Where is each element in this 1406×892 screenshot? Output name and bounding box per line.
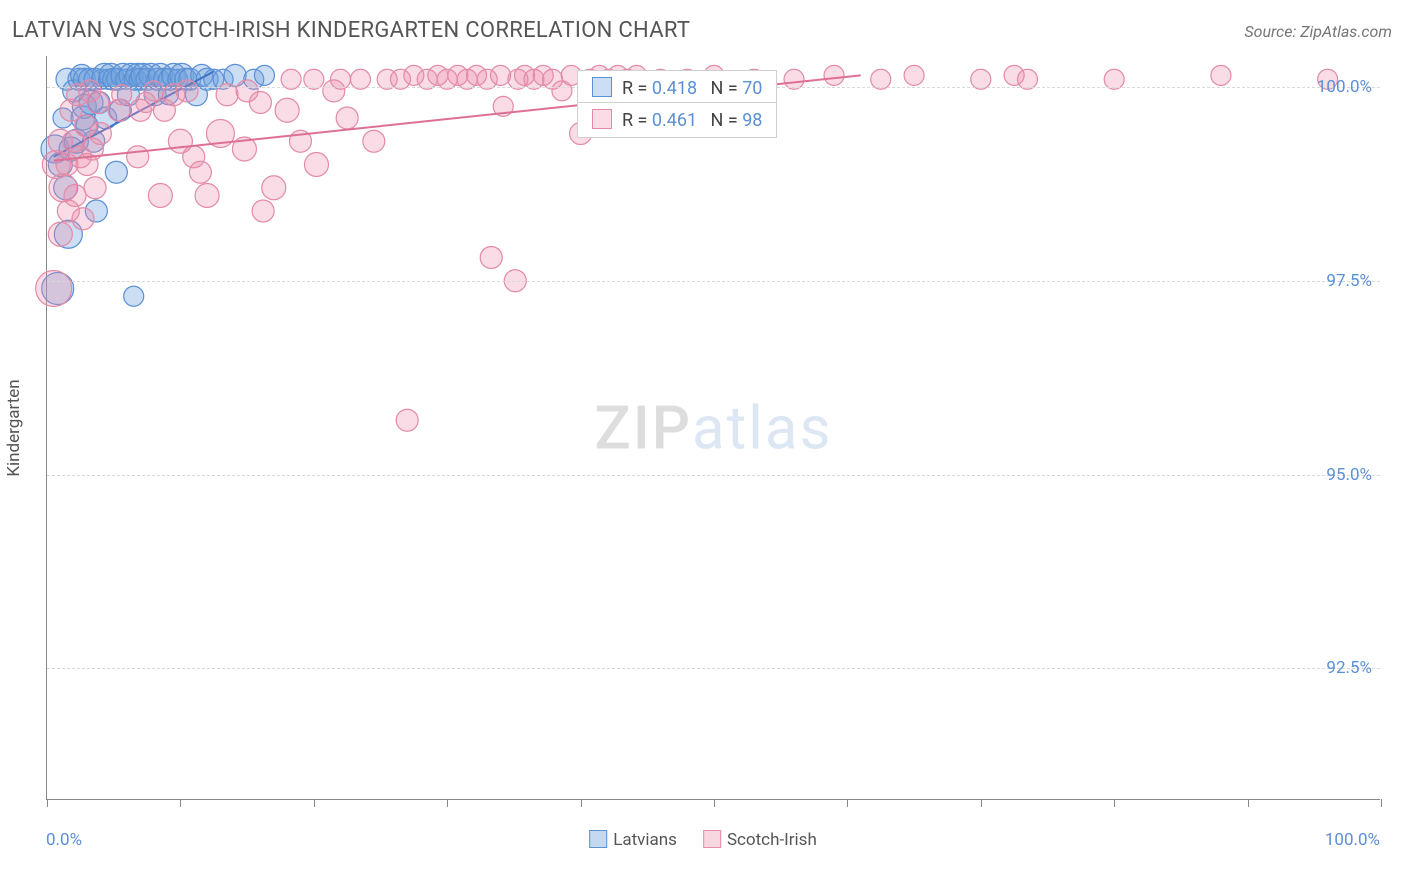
scatter-point	[252, 200, 274, 222]
scatter-point	[127, 146, 149, 168]
scatter-point	[491, 65, 511, 85]
scatter-point	[396, 409, 418, 431]
scatter-point	[254, 65, 274, 85]
scatter-point	[1211, 65, 1231, 85]
x-tick	[47, 799, 48, 807]
stat-legend-row: R = 0.418 N = 70	[577, 70, 777, 106]
bottom-legend-item: Scotch-Irish	[703, 830, 817, 850]
x-tick	[1248, 799, 1249, 807]
scatter-point	[363, 130, 385, 152]
scatter-point	[72, 208, 94, 230]
x-tick	[447, 799, 448, 807]
n-label: N =	[711, 78, 743, 99]
scatter-point	[824, 65, 844, 85]
x-tick	[1114, 799, 1115, 807]
scatter-point	[36, 271, 72, 307]
r-label: R =	[622, 78, 652, 99]
y-axis-title: Kindergarten	[4, 379, 24, 476]
plot-svg	[47, 56, 1380, 799]
y-tick-label: 97.5%	[1326, 271, 1372, 291]
legend-swatch	[589, 830, 607, 848]
gridline	[47, 668, 1380, 669]
x-axis-max-label: 100.0%	[1325, 830, 1380, 850]
legend-label: Scotch-Irish	[727, 830, 817, 850]
scatter-point	[48, 222, 72, 246]
scatter-point	[189, 161, 211, 183]
bottom-legend-item: Latvians	[589, 830, 677, 850]
scatter-point	[124, 286, 144, 306]
scatter-point	[148, 184, 172, 208]
scatter-point	[84, 177, 106, 199]
x-tick	[180, 799, 181, 807]
chart-container: LATVIAN VS SCOTCH-IRISH KINDERGARTEN COR…	[0, 0, 1406, 892]
scatter-point	[336, 107, 358, 129]
x-tick	[981, 799, 982, 807]
gridline	[47, 281, 1380, 282]
bottom-legend: Latvians Scotch-Irish	[589, 830, 817, 850]
scatter-point	[275, 98, 299, 122]
x-tick	[847, 799, 848, 807]
x-axis-min-label: 0.0%	[46, 830, 82, 850]
n-value: 70	[742, 78, 762, 99]
scatter-point	[64, 185, 86, 207]
scatter-point	[480, 247, 502, 269]
n-label: N =	[711, 110, 743, 131]
chart-title: LATVIAN VS SCOTCH-IRISH KINDERGARTEN COR…	[12, 18, 690, 43]
scatter-point	[89, 123, 111, 145]
legend-swatch	[592, 77, 612, 97]
plot-area: ZIPatlas 100.0%97.5%95.0%92.5%R = 0.418 …	[46, 56, 1380, 800]
scatter-point	[105, 161, 127, 183]
y-tick-label: 100.0%	[1317, 77, 1372, 97]
y-tick-label: 92.5%	[1326, 658, 1372, 678]
scatter-point	[144, 81, 164, 101]
gridline	[47, 475, 1380, 476]
r-label: R =	[622, 110, 652, 131]
legend-swatch	[592, 109, 612, 129]
scatter-point	[176, 80, 198, 102]
scatter-point	[262, 176, 286, 200]
scatter-point	[249, 92, 271, 114]
scatter-point	[195, 184, 219, 208]
scatter-point	[304, 153, 328, 177]
r-value: 0.418	[652, 78, 697, 99]
stat-legend-row: R = 0.461 N = 98	[577, 102, 777, 138]
r-value: 0.461	[652, 110, 697, 131]
scatter-point	[87, 92, 109, 114]
y-tick-label: 95.0%	[1326, 465, 1372, 485]
x-tick	[314, 799, 315, 807]
x-tick	[581, 799, 582, 807]
n-value: 98	[742, 110, 762, 131]
legend-swatch	[703, 830, 721, 848]
x-tick	[714, 799, 715, 807]
legend-label: Latvians	[613, 830, 677, 850]
source-attribution: Source: ZipAtlas.com	[1244, 22, 1392, 41]
x-tick	[1381, 799, 1382, 807]
scatter-point	[904, 65, 924, 85]
